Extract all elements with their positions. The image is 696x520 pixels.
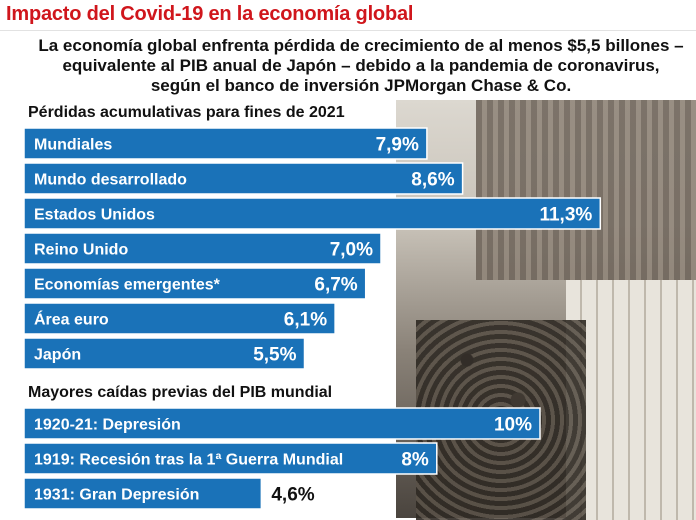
bar-label-1-0: Mundiales <box>34 137 112 154</box>
bar-value-1-1: 8,6% <box>411 170 454 191</box>
bar-1-0 <box>23 127 428 160</box>
bar-2-2 <box>23 477 263 510</box>
subtitle: La economía global enfrenta pérdida de c… <box>38 36 684 95</box>
bar-label-1-5: Área euro <box>34 310 109 329</box>
bar-value-1-2: 11,3% <box>539 205 592 226</box>
page-title: Impacto del Covid-19 en la economía glob… <box>6 3 414 25</box>
bar-1-3 <box>23 232 382 265</box>
title-band: Impacto del Covid-19 en la economía glob… <box>0 0 696 31</box>
chart1-title: Pérdidas acumulativas para fines de 2021 <box>24 104 349 122</box>
bar-label-1-2: Estados Unidos <box>34 207 155 224</box>
photo-shed <box>566 280 696 520</box>
bar-label-1-3: Reino Unido <box>34 242 128 259</box>
photo-wall <box>476 100 696 280</box>
bar-1-2 <box>23 197 602 230</box>
bar-label-1-1: Mundo desarrollado <box>34 172 187 189</box>
bar-label-2-1: 1919: Recesión tras la 1ª Guerra Mundial <box>34 452 343 469</box>
bar-2-0 <box>23 407 541 440</box>
bar-value-1-5: 6,1% <box>284 310 327 331</box>
bar-value-2-0: 10% <box>494 415 532 436</box>
bar-1-6 <box>23 337 306 370</box>
bar-value-1-0: 7,9% <box>376 135 419 156</box>
bar-1-1 <box>23 162 464 195</box>
bar-value-2-2: 4,6% <box>271 485 314 506</box>
bar-label-1-6: Japón <box>34 347 81 364</box>
bar-label-2-0: 1920-21: Depresión <box>34 417 181 434</box>
bar-value-1-6: 5,5% <box>253 345 296 366</box>
chart2-title: Mayores caídas previas del PIB mundial <box>24 384 337 402</box>
bar-value-1-3: 7,0% <box>330 240 373 261</box>
bar-1-4 <box>23 267 367 300</box>
bar-1-5 <box>23 302 336 335</box>
bar-2-1 <box>23 442 438 475</box>
bar-label-2-2: 1931: Gran Depresión <box>34 487 199 504</box>
bar-label-1-4: Economías emergentes* <box>34 277 221 294</box>
bar-value-2-1: 8% <box>401 450 429 471</box>
bar-value-1-4: 6,7% <box>314 275 357 296</box>
